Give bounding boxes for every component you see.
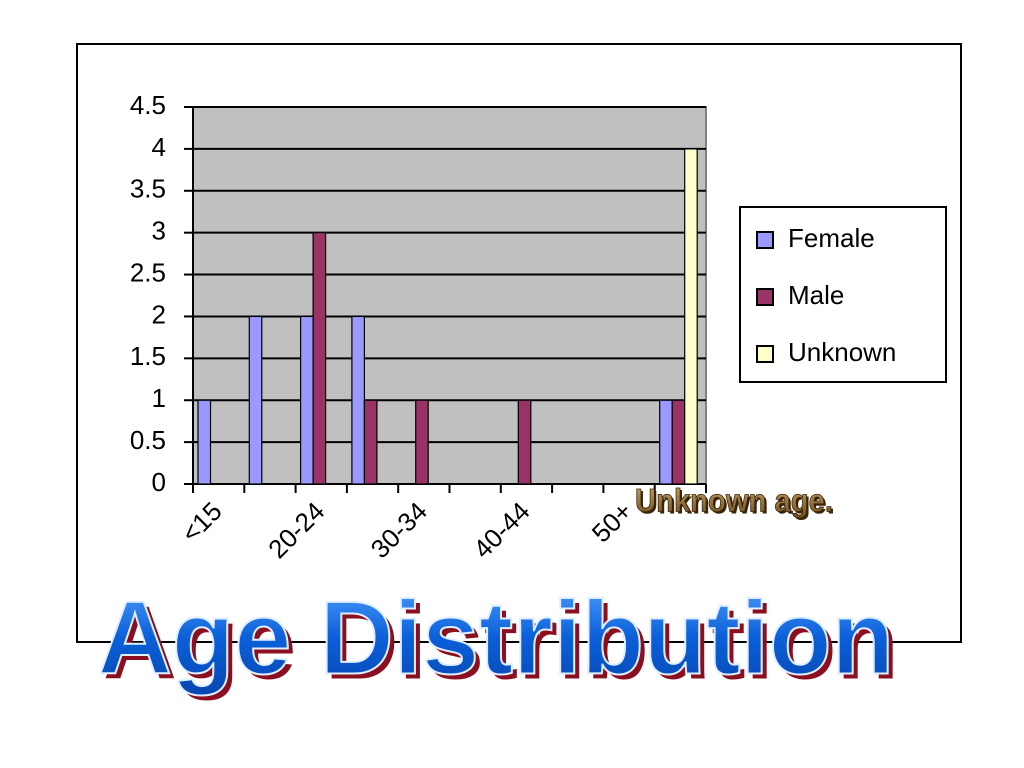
y-tick-label: 1.5 — [130, 341, 166, 371]
legend-label: Female — [788, 223, 875, 253]
legend-box — [739, 206, 947, 383]
annotation-shadow: Unknown age. — [637, 484, 835, 520]
bar — [197, 399, 212, 485]
y-tick-label: 1 — [152, 383, 166, 413]
legend-label: Male — [788, 280, 844, 310]
bar — [312, 232, 327, 485]
plot-area: 00.511.522.533.544.5<15 20-24 30-34 40-44 50… — [130, 90, 707, 564]
y-tick-label: 4 — [152, 132, 166, 162]
legend-swatch — [756, 288, 774, 306]
y-tick-label: 2.5 — [130, 257, 166, 287]
legend: Female Male Unknown — [756, 223, 896, 367]
legend-label: Unknown — [788, 337, 896, 367]
y-tick-label: 0.5 — [130, 425, 166, 455]
bar — [415, 399, 429, 485]
y-tick-label: 3.5 — [130, 174, 166, 204]
y-tick-label: 0 — [152, 467, 166, 497]
chart-title-shadow: Age Distribution — [103, 585, 899, 701]
bar — [248, 315, 263, 485]
plot-background — [192, 106, 707, 485]
bar — [517, 399, 532, 485]
bar — [351, 315, 365, 485]
y-tick-label: 4.5 — [130, 90, 166, 120]
y-tick-label: 2 — [152, 299, 166, 329]
annotation: Unknown age. — [635, 482, 833, 518]
legend-swatch — [756, 231, 774, 249]
bar — [300, 315, 314, 485]
bar — [363, 399, 378, 485]
bar — [671, 399, 686, 485]
bar — [659, 399, 673, 485]
legend-swatch — [756, 345, 774, 363]
chart-title: Age Distribution — [98, 580, 894, 696]
bar — [684, 148, 698, 485]
y-tick-label: 3 — [152, 216, 166, 246]
